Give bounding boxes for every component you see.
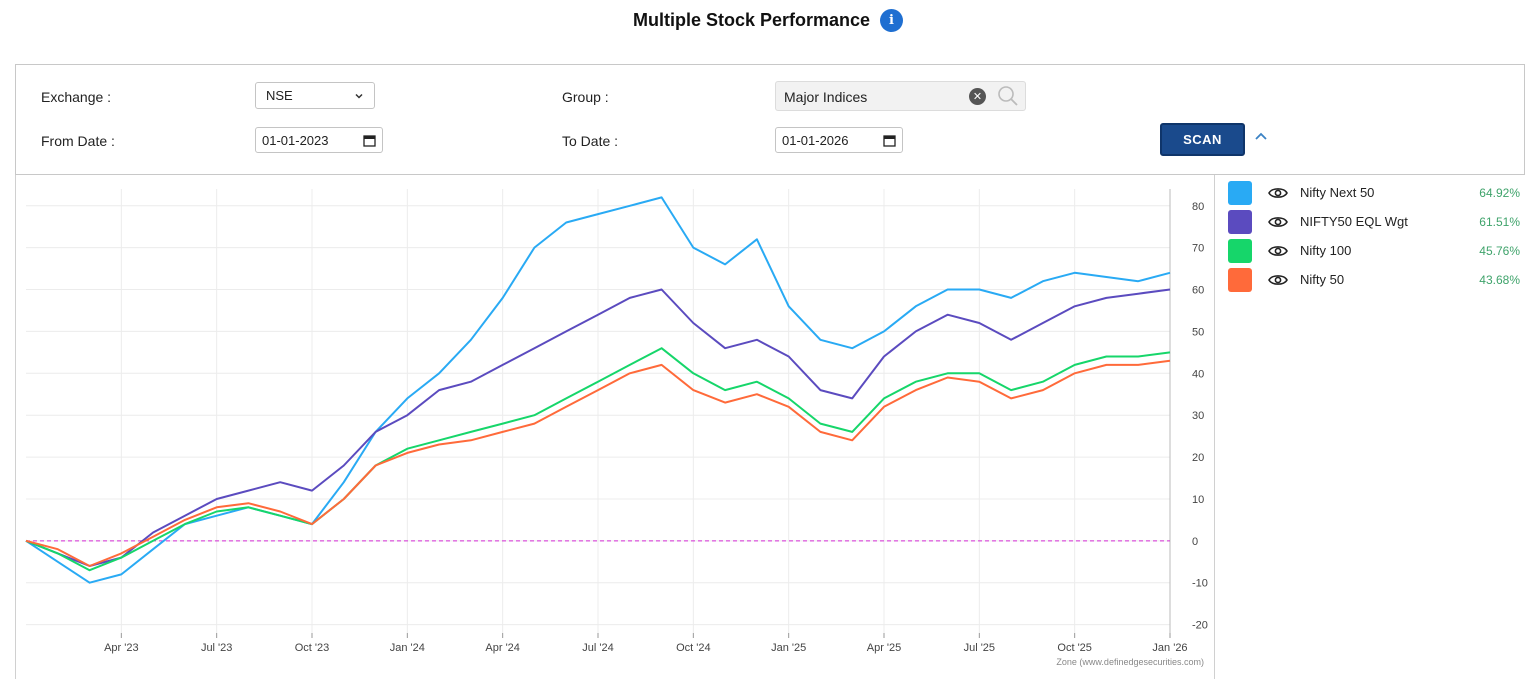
legend-item[interactable]: Nifty Next 50 64.92% — [1228, 178, 1524, 207]
x-tick-label: Oct '24 — [676, 642, 711, 654]
scan-form: Exchange : NSE Group : Major Indices ✕ F… — [15, 64, 1525, 175]
legend-percent: 61.51% — [1479, 214, 1520, 229]
watermark: Zone (www.definedgesecurities.com) — [1056, 657, 1204, 667]
x-tick-label: Apr '25 — [867, 642, 902, 654]
x-tick-label: Apr '24 — [485, 642, 520, 654]
legend-swatch — [1228, 180, 1252, 205]
x-tick-label: Oct '25 — [1057, 642, 1092, 654]
eye-icon[interactable] — [1268, 186, 1288, 200]
x-tick-label: Jan '24 — [390, 642, 425, 654]
y-tick-label: 80 — [1192, 201, 1204, 213]
from-date-input[interactable]: 01-01-2023 — [255, 127, 383, 153]
y-tick-label: 20 — [1192, 452, 1204, 464]
series-line — [25, 359, 1171, 567]
legend: Nifty Next 50 64.92% NIFTY50 EQL Wgt 61.51%… — [1228, 178, 1524, 294]
y-tick-label: 0 — [1192, 536, 1198, 548]
exchange-label: Exchange : — [41, 89, 112, 105]
group-value: Major Indices — [784, 89, 868, 105]
to-date-label: To Date : — [562, 133, 619, 149]
from-date-value: 01-01-2023 — [262, 132, 329, 148]
y-tick-label: -10 — [1192, 578, 1208, 590]
legend-name: Nifty 50 — [1300, 272, 1345, 287]
chevron-up-icon[interactable] — [1254, 130, 1268, 144]
legend-item[interactable]: Nifty 50 43.68% — [1228, 265, 1524, 294]
series-line — [25, 288, 1171, 567]
y-tick-label: 30 — [1192, 410, 1204, 422]
calendar-icon[interactable] — [883, 134, 896, 147]
eye-icon[interactable] — [1268, 244, 1288, 258]
y-tick-label: 10 — [1192, 494, 1204, 506]
legend-percent: 45.76% — [1479, 243, 1520, 258]
chart-container: -20 -10 0 10 20 30 40 50 60 70 80 Apr '23 Jul '23 Oct… — [15, 175, 1215, 679]
group-input[interactable]: Major Indices ✕ — [775, 81, 1026, 111]
search-icon[interactable] — [997, 85, 1019, 107]
x-tick-label: Jan '25 — [771, 642, 806, 654]
group-label: Group : — [562, 89, 609, 105]
series-line — [25, 347, 1171, 572]
eye-icon[interactable] — [1268, 273, 1288, 287]
chevron-down-icon — [355, 93, 363, 99]
x-tick-label: Oct '23 — [295, 642, 330, 654]
y-tick-label: 60 — [1192, 285, 1204, 297]
scan-button[interactable]: SCAN — [1160, 123, 1245, 156]
legend-item[interactable]: NIFTY50 EQL Wgt 61.51% — [1228, 207, 1524, 236]
x-tick-label: Apr '23 — [104, 642, 139, 654]
from-date-label: From Date : — [41, 133, 115, 149]
calendar-icon[interactable] — [363, 134, 376, 147]
y-tick-label: 40 — [1192, 368, 1204, 380]
page-header: Multiple Stock Performance i — [0, 6, 1536, 34]
legend-swatch — [1228, 238, 1252, 263]
x-tick-label: Jul '25 — [964, 642, 995, 654]
y-tick-label: -20 — [1192, 620, 1208, 632]
legend-percent: 43.68% — [1479, 272, 1520, 287]
info-icon[interactable]: i — [880, 8, 904, 32]
legend-name: NIFTY50 EQL Wgt — [1300, 214, 1408, 229]
x-tick-label: Jul '24 — [582, 642, 613, 654]
legend-swatch — [1228, 267, 1252, 292]
exchange-select[interactable]: NSE — [255, 82, 375, 109]
legend-name: Nifty 100 — [1300, 243, 1352, 258]
x-tick-label: Jul '23 — [201, 642, 232, 654]
legend-name: Nifty Next 50 — [1300, 185, 1375, 200]
to-date-value: 01-01-2026 — [782, 132, 849, 148]
x-tick-label: Jan '26 — [1152, 642, 1187, 654]
page-title: Multiple Stock Performance — [632, 9, 871, 30]
eye-icon[interactable] — [1268, 215, 1288, 229]
legend-item[interactable]: Nifty 100 45.76% — [1228, 236, 1524, 265]
y-tick-label: 50 — [1192, 326, 1204, 338]
y-tick-label: 70 — [1192, 243, 1204, 255]
to-date-input[interactable]: 01-01-2026 — [775, 127, 903, 153]
clear-icon[interactable]: ✕ — [969, 88, 986, 105]
series-line — [25, 196, 1171, 584]
performance-chart: -20 -10 0 10 20 30 40 50 60 70 80 Apr '23 Jul '23 Oct… — [25, 189, 1208, 667]
legend-percent: 64.92% — [1479, 185, 1520, 200]
legend-swatch — [1228, 209, 1252, 234]
exchange-value: NSE — [266, 88, 293, 103]
